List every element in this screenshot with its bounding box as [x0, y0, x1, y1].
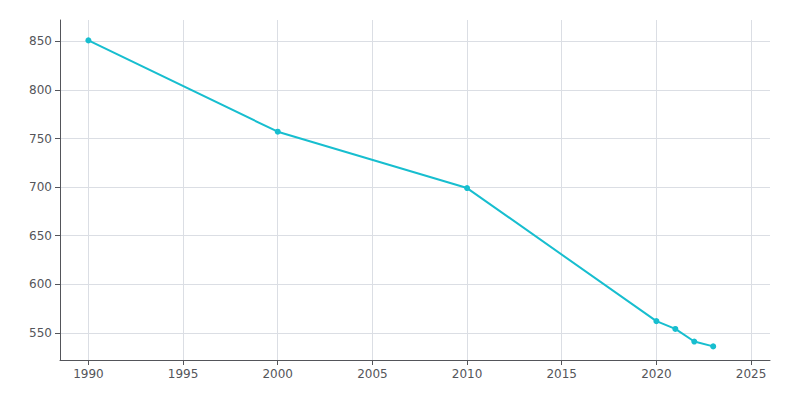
svg-text:850: 850 [29, 34, 52, 48]
svg-text:2015: 2015 [546, 367, 577, 381]
svg-text:700: 700 [29, 180, 52, 194]
svg-text:2025: 2025 [736, 367, 767, 381]
svg-text:2005: 2005 [357, 367, 388, 381]
svg-text:800: 800 [29, 83, 52, 97]
svg-text:650: 650 [29, 229, 52, 243]
svg-text:550: 550 [29, 326, 52, 340]
svg-text:2000: 2000 [262, 367, 293, 381]
svg-text:600: 600 [29, 277, 52, 291]
svg-text:2020: 2020 [641, 367, 672, 381]
svg-text:750: 750 [29, 132, 52, 146]
svg-text:1990: 1990 [73, 367, 104, 381]
svg-text:1995: 1995 [168, 367, 199, 381]
svg-text:2010: 2010 [452, 367, 483, 381]
